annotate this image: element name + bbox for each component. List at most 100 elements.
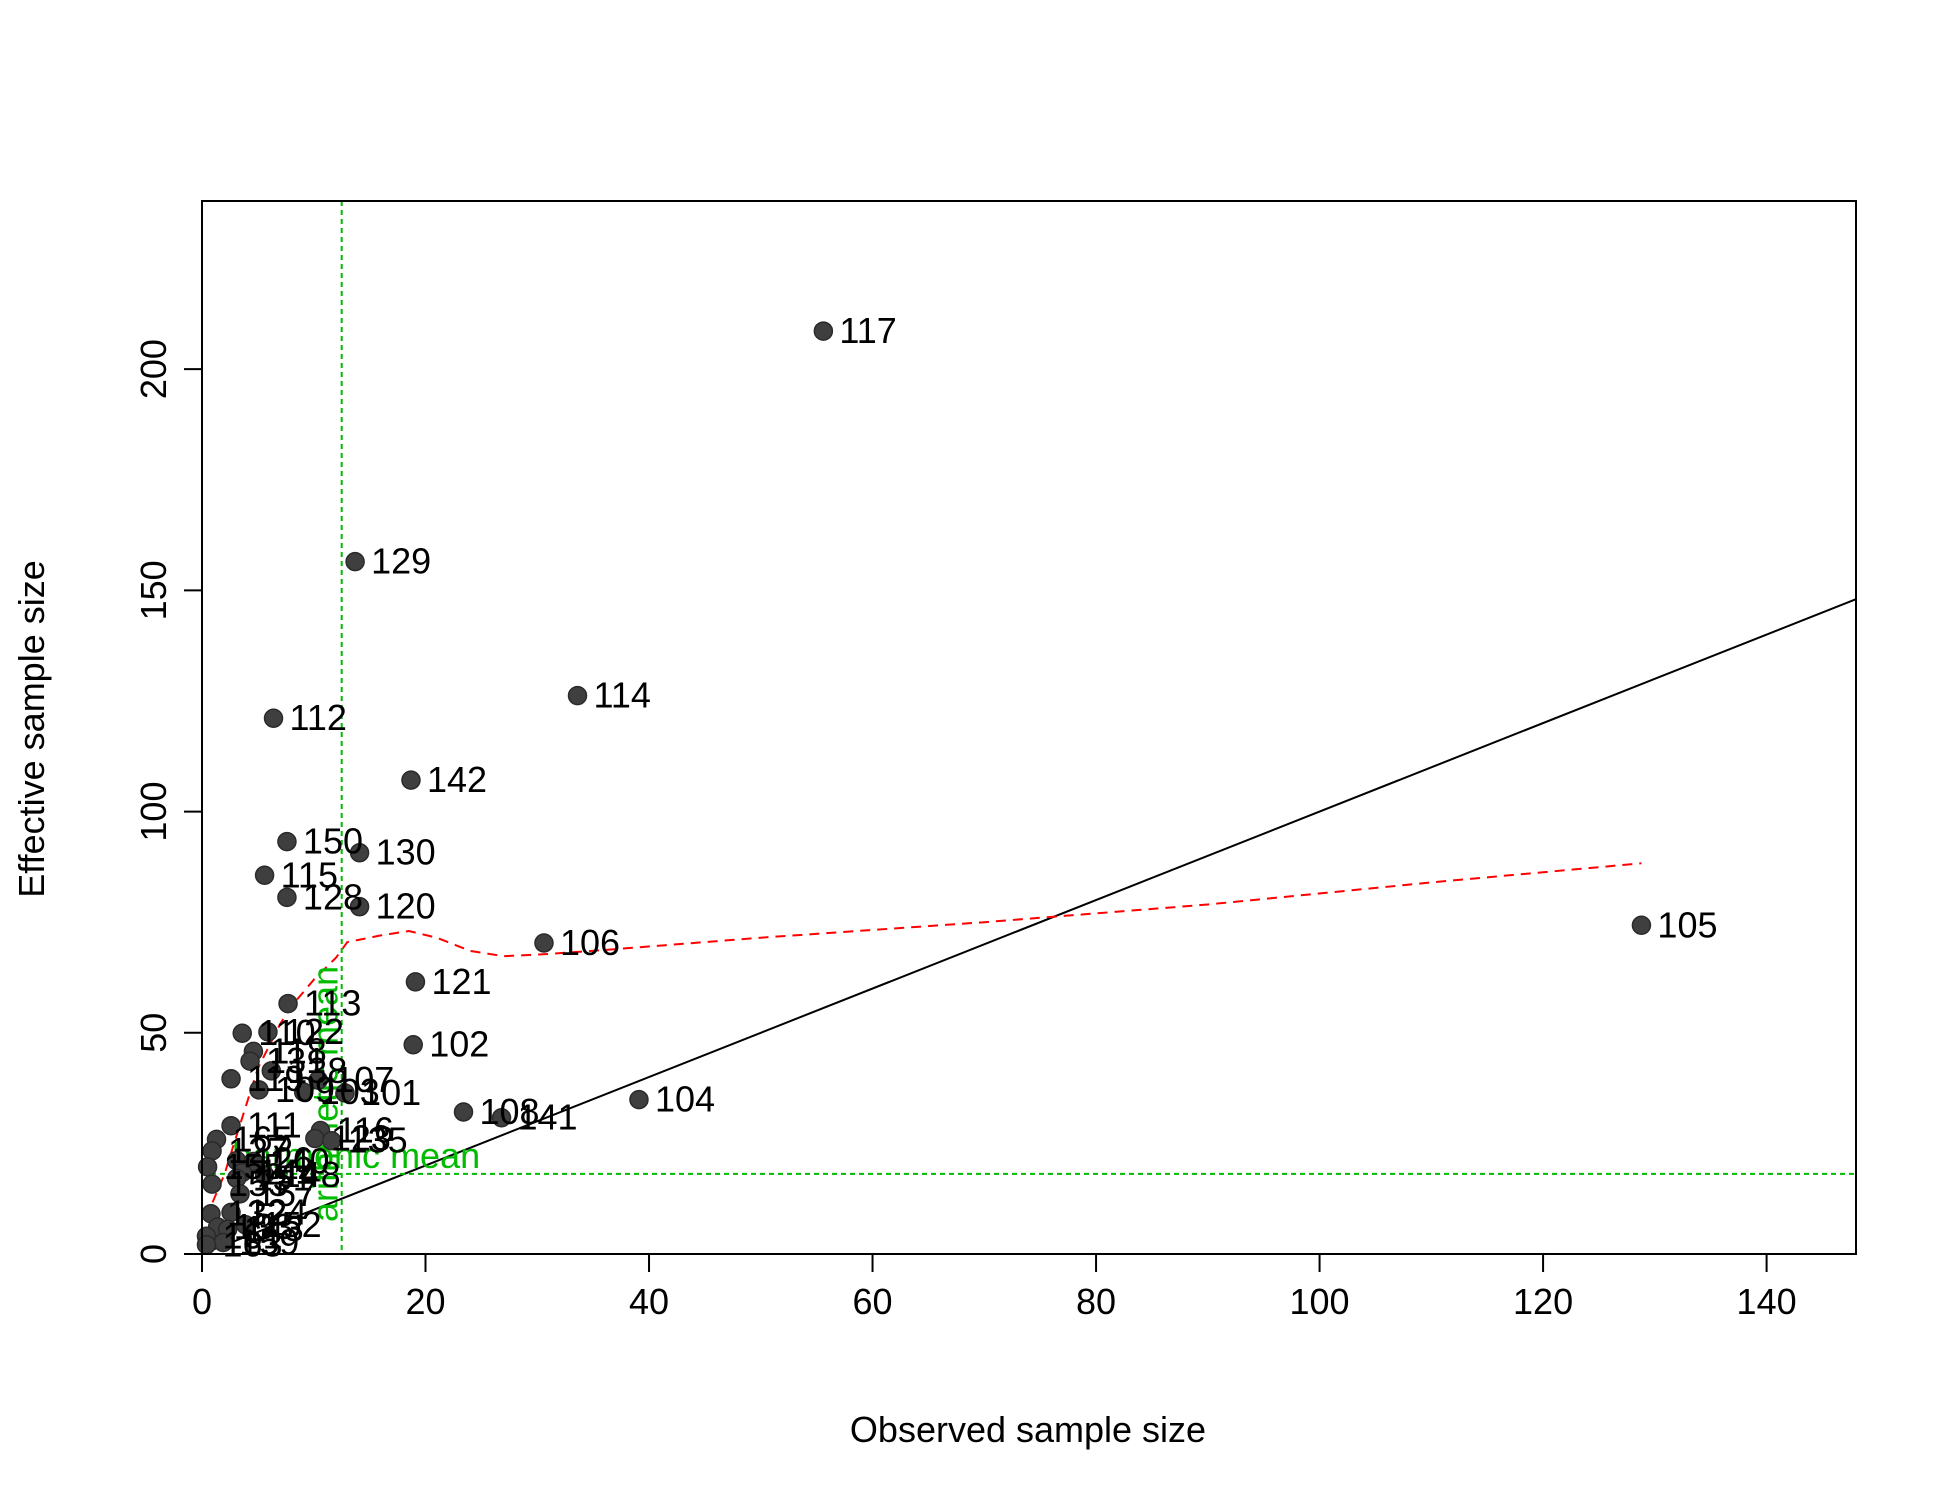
y-axis-title: Effective sample size	[11, 560, 52, 897]
point-label: 155	[224, 1146, 284, 1187]
point-label: 114	[594, 675, 651, 716]
point-label: 131	[266, 1040, 326, 1081]
data-point	[235, 1215, 256, 1235]
point-label: 113	[304, 983, 361, 1024]
data-point	[403, 1034, 423, 1055]
x-tick-label: 100	[1290, 1281, 1350, 1322]
data-point	[263, 708, 284, 728]
point-label: 143	[244, 1208, 304, 1249]
point-label: 129	[371, 541, 431, 582]
point-label: 117	[839, 310, 896, 351]
point-label: 101	[361, 1072, 421, 1113]
data-point	[196, 1234, 217, 1255]
point-label: 115	[281, 854, 338, 895]
point-label: 105	[1657, 904, 1717, 945]
data-point	[278, 993, 298, 1014]
data-point	[345, 551, 365, 572]
point-label: 111	[247, 1105, 302, 1146]
x-tick-label: 60	[853, 1281, 893, 1322]
point-label: 152	[262, 1204, 322, 1245]
data-point	[629, 1089, 649, 1110]
point-label: 120	[376, 886, 436, 927]
point-label: 106	[560, 922, 620, 963]
point-label: 133	[234, 1206, 294, 1247]
point-label: 116	[336, 1110, 393, 1151]
data-point	[232, 1023, 252, 1043]
point-label: 112	[290, 697, 347, 738]
point-label: 150	[303, 821, 363, 862]
point-label: 157	[256, 1173, 316, 1214]
x-tick-label: 0	[192, 1281, 212, 1322]
point-label: 153	[228, 1163, 288, 1204]
data-point	[258, 1022, 278, 1042]
y-tick-label: 50	[133, 1013, 174, 1053]
data-point	[813, 321, 834, 341]
x-axis-title: Observed sample size	[850, 1409, 1206, 1450]
data-point	[293, 1082, 314, 1102]
data-point	[1631, 915, 1652, 936]
point-label: 121	[431, 961, 491, 1002]
data-point	[254, 1165, 275, 1185]
point-label: 104	[655, 1079, 715, 1120]
point-label: 124	[247, 1191, 307, 1232]
data-point	[221, 1115, 241, 1136]
point-label: 163	[222, 1224, 282, 1265]
data-point	[349, 842, 370, 863]
data-point	[277, 887, 297, 908]
data-point	[491, 1107, 512, 1128]
data-point	[401, 770, 421, 790]
x-axis: 0 20 40 60 80 100 120 140	[192, 1253, 1797, 1322]
data-point	[349, 896, 370, 917]
point-label: 141	[518, 1097, 578, 1138]
data-point	[202, 1174, 222, 1194]
x-tick-label: 80	[1076, 1281, 1116, 1322]
point-label: 119	[247, 1058, 304, 1099]
data-point	[335, 1083, 355, 1103]
point-label: 107	[334, 1059, 394, 1100]
x-tick-label: 140	[1737, 1281, 1797, 1322]
point-label: 132	[227, 1193, 287, 1234]
point-label: 165	[233, 1118, 293, 1159]
harmonic-mean-label: harmonic mean	[232, 1135, 480, 1176]
plot-frame	[201, 200, 1857, 1255]
y-tick-label: 200	[133, 339, 174, 399]
point-label: 130	[376, 832, 436, 873]
data-point	[202, 1141, 222, 1161]
point-label: 161	[222, 1215, 282, 1256]
data-point	[277, 831, 297, 852]
x-tick-label: 120	[1513, 1281, 1573, 1322]
smoother-layer	[204, 862, 1642, 1219]
data-point	[221, 1069, 241, 1089]
x-tick-label: 20	[405, 1281, 445, 1322]
identity-line-layer	[202, 598, 1856, 1254]
x-tick-label: 40	[629, 1281, 669, 1322]
data-point	[321, 1130, 342, 1151]
point-label: 140	[269, 1141, 329, 1182]
data-point	[534, 933, 554, 953]
point-label: 108	[480, 1091, 540, 1132]
point-label: 148	[281, 1154, 341, 1195]
point-label: 103	[320, 1071, 380, 1112]
point-label: 128	[303, 876, 363, 917]
point-label: 135	[348, 1120, 408, 1161]
y-tick-label: 100	[133, 782, 174, 842]
point-label: 159	[239, 1221, 299, 1262]
point-label: 118	[269, 1030, 326, 1071]
identity-line	[202, 598, 1856, 1254]
point-label: 138	[287, 1050, 347, 1091]
data-point	[405, 972, 426, 992]
data-point	[254, 865, 275, 886]
y-tick-label: 150	[133, 560, 174, 620]
data-point	[261, 1061, 282, 1081]
points-layer	[196, 321, 1652, 1255]
data-point	[453, 1102, 474, 1122]
point-label: 102	[429, 1024, 489, 1065]
point-label: 144	[258, 1152, 318, 1193]
data-point	[249, 1080, 269, 1100]
data-point	[230, 1184, 250, 1204]
y-tick-label: 0	[133, 1244, 174, 1264]
data-point	[240, 1051, 260, 1071]
point-label: 127	[228, 1130, 288, 1171]
